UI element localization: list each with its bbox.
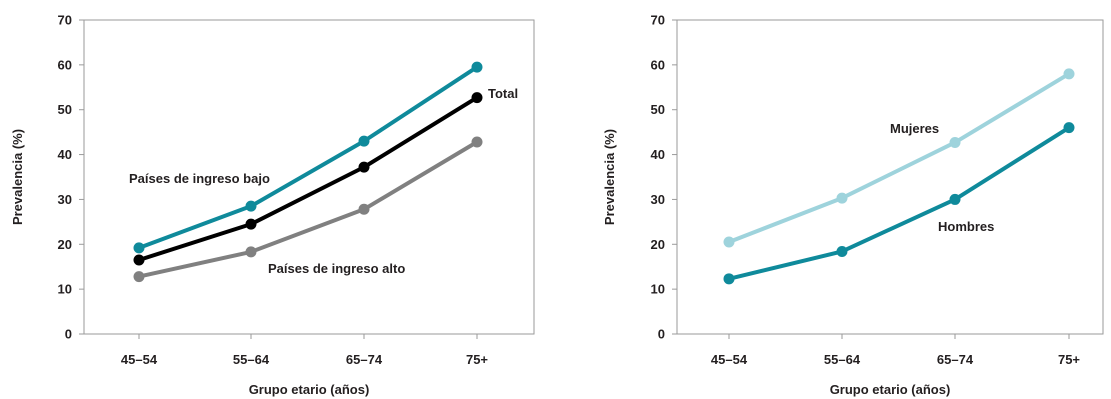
data-point <box>471 61 483 73</box>
series-2 <box>723 122 1075 285</box>
data-point <box>245 200 257 212</box>
y-tick-label: 50 <box>651 102 665 117</box>
series-label: Países de ingreso bajo <box>129 171 270 186</box>
x-axis-title: Grupo etario (años) <box>249 382 370 397</box>
data-point <box>836 245 848 257</box>
y-tick-label: 30 <box>58 192 72 207</box>
x-tick-label: 45–54 <box>121 352 158 367</box>
data-point <box>471 136 483 148</box>
series-line <box>727 71 1071 245</box>
plot-frame <box>676 19 1104 335</box>
y-tick-label: 10 <box>58 282 72 297</box>
data-point <box>358 135 370 147</box>
series-label: Mujeres <box>890 121 939 136</box>
data-point <box>723 273 735 285</box>
data-point <box>1063 122 1075 134</box>
y-tick-label: 70 <box>651 13 665 28</box>
x-tick-label: 65–74 <box>346 352 383 367</box>
series-line <box>137 65 479 250</box>
series-1 <box>133 61 483 254</box>
y-tick-label: 60 <box>651 57 665 72</box>
y-tick-label: 60 <box>58 57 72 72</box>
data-point <box>949 136 961 148</box>
series-line <box>137 95 479 262</box>
y-tick-label: 30 <box>651 192 665 207</box>
series-line <box>727 125 1071 281</box>
series-3 <box>133 136 483 283</box>
data-point <box>723 236 735 248</box>
data-point <box>133 271 145 283</box>
series-label: Hombres <box>938 219 994 234</box>
x-tick-label: 55–64 <box>824 352 861 367</box>
series-line <box>137 140 479 279</box>
x-tick-label: 75+ <box>466 352 488 367</box>
y-tick-label: 20 <box>651 237 665 252</box>
data-point <box>245 218 257 230</box>
data-point <box>133 254 145 266</box>
series-1 <box>723 68 1075 248</box>
chart-panel-2: 0 10 20 30 40 50 60 70 45–54 55–64 65–74 75+ Grupo e… <box>602 13 1104 397</box>
y-tick-label: 20 <box>58 237 72 252</box>
y-tick-label: 0 <box>65 327 72 342</box>
x-tick-label: 65–74 <box>937 352 974 367</box>
series-2 <box>133 92 483 266</box>
data-point <box>1063 68 1075 80</box>
y-tick-label: 40 <box>58 147 72 162</box>
data-point <box>471 92 483 104</box>
y-tick-label: 50 <box>58 102 72 117</box>
series-label: Países de ingreso alto <box>268 261 405 276</box>
chart-panel-1: 0 10 20 30 40 50 60 70 45–54 55–64 65–74 75+ Grupo e… <box>10 13 535 397</box>
x-tick-label: 75+ <box>1058 352 1080 367</box>
y-tick-label: 70 <box>58 13 72 28</box>
x-axis-title: Grupo etario (años) <box>830 382 951 397</box>
data-point <box>245 246 257 258</box>
y-tick-label: 0 <box>658 327 665 342</box>
x-tick-label: 55–64 <box>233 352 270 367</box>
y-axis-title: Prevalencia (%) <box>10 129 25 225</box>
data-point <box>358 161 370 173</box>
data-point <box>836 192 848 204</box>
series-label: Total <box>488 86 518 101</box>
data-point <box>949 193 961 205</box>
plot-frame <box>83 19 535 335</box>
y-axis-title: Prevalencia (%) <box>602 129 617 225</box>
data-point <box>133 242 145 254</box>
x-tick-label: 45–54 <box>711 352 748 367</box>
y-tick-label: 40 <box>651 147 665 162</box>
data-point <box>358 203 370 215</box>
y-tick-label: 10 <box>651 282 665 297</box>
